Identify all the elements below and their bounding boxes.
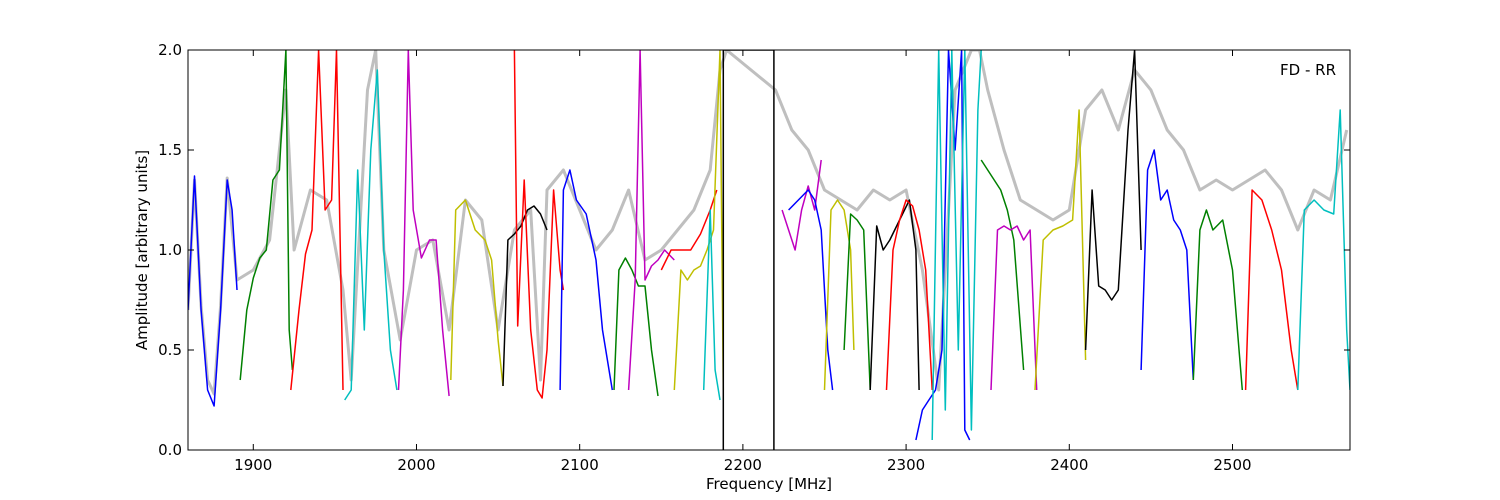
x-axis: 1900 2000 2100 2200 2300 2400 2500: [234, 50, 1252, 474]
y-tick-label: 1.5: [158, 141, 182, 159]
series-segment-1: [239, 50, 294, 381]
x-tick-label: 2400: [1050, 456, 1088, 474]
x-tick-label: 2200: [724, 456, 762, 474]
series-layer: [188, 50, 1350, 450]
series-segment-20: [885, 199, 933, 391]
series-segment-4: [397, 50, 450, 397]
series-segment-5: [450, 199, 504, 387]
series-segment-2: [290, 50, 344, 391]
x-tick-label: 2300: [887, 456, 925, 474]
y-tick-label: 0.0: [158, 441, 182, 459]
series-segment-10: [627, 50, 675, 391]
series-segment-13: [702, 209, 721, 401]
series-segment-26: [1084, 50, 1142, 351]
series-segment-6: [502, 205, 548, 387]
series-segment-7: [513, 50, 565, 399]
x-axis-title: Frequency [MHz]: [706, 475, 832, 493]
series-segment-16: [788, 189, 834, 391]
series-segment-15: [781, 159, 822, 251]
series-segment-8: [559, 169, 614, 391]
series-segment-0: [188, 175, 238, 407]
series-segment-24: [990, 225, 1038, 391]
y-tick-label: 0.5: [158, 341, 182, 359]
x-tick-label: 2500: [1213, 456, 1251, 474]
series-segment-30: [1297, 109, 1350, 391]
series-segment-3: [344, 69, 398, 401]
series-segment-14: [722, 50, 775, 450]
series-segment-17: [823, 199, 855, 391]
series-segment-27: [1140, 149, 1195, 381]
series-segment-12: [673, 50, 725, 391]
y-tick-label: 2.0: [158, 41, 182, 59]
series-segment-22: [931, 50, 982, 441]
x-tick-label: 2000: [397, 456, 435, 474]
series-segment-18: [843, 213, 871, 391]
series-segment-21: [915, 50, 971, 441]
series-segment-29: [1244, 189, 1299, 391]
y-tick-label: 1.0: [158, 241, 182, 259]
series-segment-28: [1192, 209, 1244, 391]
series-segment-19: [869, 199, 920, 391]
series-segment-25: [1034, 109, 1087, 391]
series-segment-23: [980, 159, 1025, 371]
x-tick-label: 2100: [561, 456, 599, 474]
y-axis-title: Amplitude [arbitrary units]: [133, 150, 151, 350]
chart-annotation: FD - RR: [1280, 61, 1336, 79]
y-axis: 0.0 0.5 1.0 1.5 2.0: [158, 41, 1350, 459]
plot-area: [188, 50, 1350, 450]
x-tick-label: 1900: [234, 456, 272, 474]
